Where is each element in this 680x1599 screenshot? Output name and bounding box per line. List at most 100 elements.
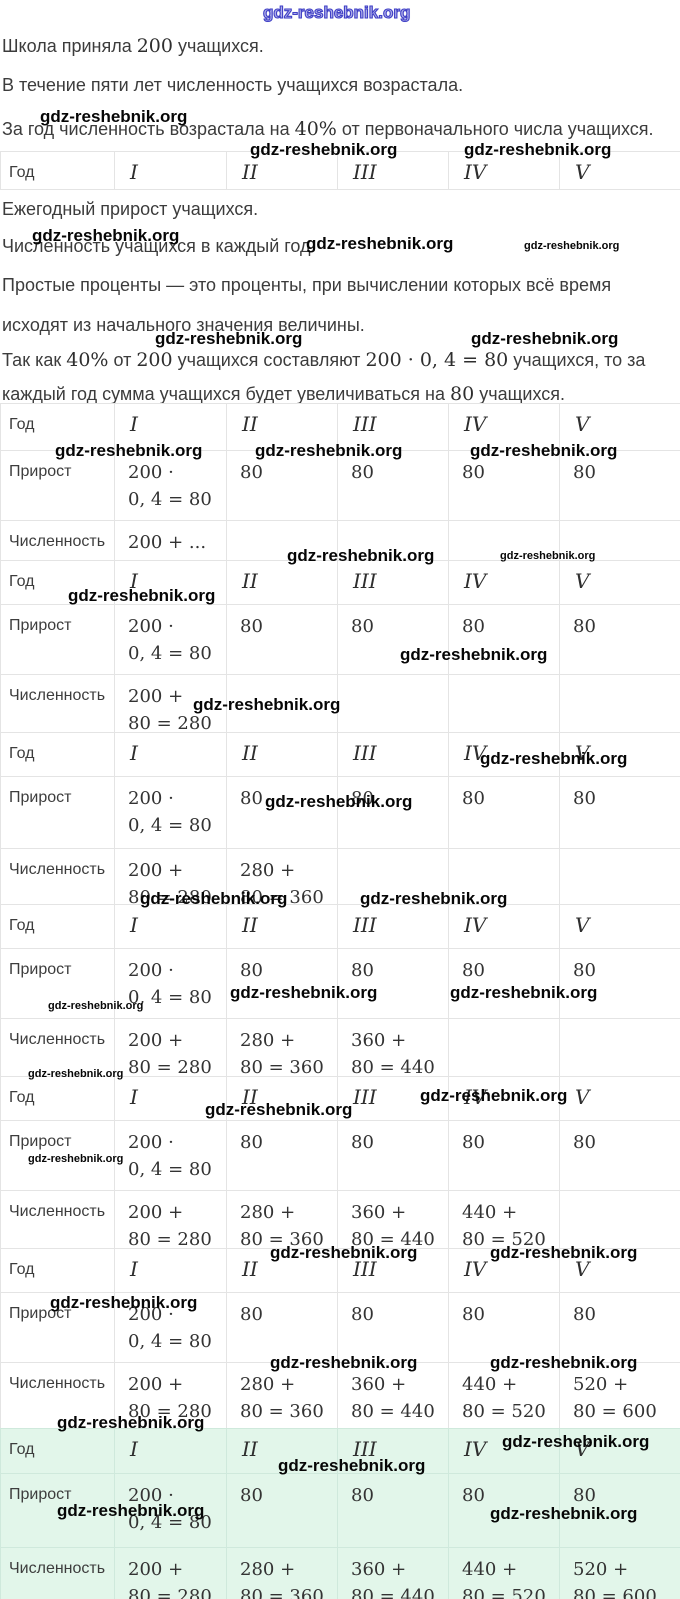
table-cell: [559, 848, 680, 912]
table-cell: 200 · 0, 4 = 80: [114, 1292, 227, 1363]
body-text: учащихся составляют: [172, 350, 366, 370]
body-text: каждый год сумма учащихся будет увеличив…: [2, 384, 451, 404]
site-watermark: gdz-reshebnik.org: [193, 695, 341, 714]
table-cell: I: [114, 1428, 227, 1474]
table-cell: III: [337, 560, 449, 605]
site-watermark: gdz-reshebnik.org: [48, 1000, 144, 1012]
table-cell: II: [226, 403, 338, 451]
table-cell: [559, 1018, 680, 1082]
site-watermark-logo: gdz-reshebnik.org: [262, 2, 411, 22]
site-watermark: gdz-reshebnik.org: [464, 140, 612, 159]
site-watermark: gdz-reshebnik.org: [500, 550, 596, 562]
table-cell: III: [337, 1076, 449, 1121]
table-cell: 80: [448, 604, 560, 675]
table-cell: V: [559, 732, 680, 777]
math-text: 200: [136, 35, 173, 57]
table-cell: III: [337, 403, 449, 451]
table-cell: IV: [448, 1428, 560, 1474]
table-cell: I: [114, 1076, 227, 1121]
site-watermark: gdz-reshebnik.org: [155, 329, 303, 348]
body-text: Ежегодный прирост учащихся.: [2, 199, 259, 219]
body-text: учащихся, то за: [508, 350, 646, 370]
table-cell: 80: [226, 776, 338, 849]
table-row: Год I II III IV V: [0, 1248, 680, 1293]
paragraph-line: исходят из начального значения величины.: [2, 315, 365, 336]
table-cell: I: [114, 560, 227, 605]
body-text: от первоначального числа учащихся.: [336, 119, 654, 139]
table-row: Прирост 200 · 0, 4 = 80 80 80 80 80: [0, 604, 680, 675]
calc-table-final: Год I II III IV V Прирост 200 · 0, 4 = 80 80 80 80 8…: [0, 1428, 680, 1599]
table-cell: II: [226, 1248, 338, 1293]
site-watermark: gdz-reshebnik.org: [287, 546, 435, 565]
site-watermark: gdz-reshebnik.org: [470, 441, 618, 460]
table-cell: 200 +80 = 280: [114, 1362, 227, 1429]
row-label: Год: [0, 732, 115, 777]
body-text: За год численность возрастала на: [2, 119, 295, 139]
body-text: от: [108, 350, 137, 370]
row-label: Год: [0, 1428, 115, 1474]
table-cell: 80: [559, 776, 680, 849]
table-row: Численность 200 +80 = 280 280 +80 = 360: [0, 848, 680, 912]
table-cell: V: [559, 560, 680, 605]
math-text: 200 · 0, 4 = 80: [365, 349, 509, 371]
site-watermark: gdz-reshebnik.org: [450, 983, 598, 1002]
table-cell: 200 · 0, 4 = 80: [114, 1120, 227, 1191]
table-cell: 440 +80 = 520: [448, 1362, 560, 1429]
site-watermark: gdz-reshebnik.org: [28, 1068, 124, 1080]
site-watermark: gdz-reshebnik.org: [471, 329, 619, 348]
table-cell: IV: [448, 1076, 560, 1121]
table-cell: I: [114, 1248, 227, 1293]
table-cell: V: [559, 1076, 680, 1121]
table-cell: 200 · 0, 4 = 80: [114, 604, 227, 675]
table-cell: III: [337, 904, 449, 949]
table-cell: [448, 674, 560, 738]
table-cell: [559, 1190, 680, 1254]
site-watermark: gdz-reshebnik.org: [205, 1100, 353, 1119]
table-cell: 280 +80 = 360: [226, 1190, 338, 1254]
table-cell: [448, 1018, 560, 1082]
row-label: Год: [0, 560, 115, 605]
table-cell: 80: [448, 450, 560, 521]
table-row: Прирост 200 · 0, 4 = 80 80 80 80 80: [0, 948, 680, 1019]
body-text: В течение пяти лет численность учащихся …: [2, 75, 464, 95]
row-label: Прирост: [0, 1292, 115, 1363]
table-cell: 200 + ...: [114, 520, 227, 561]
table-cell: 80: [226, 450, 338, 521]
site-watermark: gdz-reshebnik.org: [265, 792, 413, 811]
table-cell: 80: [559, 1473, 680, 1548]
table-cell: 80: [337, 1120, 449, 1191]
table-cell: 280 +80 = 360: [226, 1018, 338, 1082]
row-label: Численность: [0, 674, 115, 738]
table-cell: III: [337, 1248, 449, 1293]
table-cell: II: [226, 1076, 338, 1121]
row-label: Год: [0, 904, 115, 949]
site-watermark: gdz-reshebnik.org: [32, 226, 180, 245]
table-cell: 360 +80 = 440: [337, 1190, 449, 1254]
table-cell: IV: [448, 732, 560, 777]
table-row: Год I II III IV V: [0, 1428, 680, 1474]
table-cell: 80: [337, 776, 449, 849]
row-label: Год: [0, 151, 115, 190]
table-cell: I: [114, 151, 227, 190]
body-text: Школа приняла: [2, 36, 137, 56]
table-cell: 200 · 0, 4 = 80: [114, 1473, 227, 1548]
table-cell: 200 +80 = 280: [114, 1018, 227, 1082]
table-row: Прирост 200 · 0, 4 = 80 80 80 80 80: [0, 1120, 680, 1191]
table-cell: III: [337, 732, 449, 777]
table-cell: 80: [226, 948, 338, 1019]
table-row: Численность 200 +80 = 280 280 +80 = 360 360…: [0, 1190, 680, 1254]
row-label: Численность: [0, 848, 115, 912]
site-watermark: gdz-reshebnik.org: [502, 1432, 650, 1451]
table-cell: 520 +80 = 600: [559, 1362, 680, 1429]
site-watermark: gdz-reshebnik.org: [270, 1243, 418, 1262]
paragraph-line: Так как 40% от 200 учащихся составляют 2…: [2, 349, 645, 371]
site-watermark: gdz-reshebnik.org: [420, 1086, 568, 1105]
math-text: 80: [450, 383, 475, 405]
row-label: Прирост: [0, 776, 115, 849]
site-watermark: gdz-reshebnik.org: [360, 889, 508, 908]
site-watermark: gdz-reshebnik.org: [40, 107, 188, 126]
calc-table-4: Год I II III IV V Прирост 200 · 0, 4 = 80 80 80 80 8…: [0, 904, 680, 1082]
table-row: Прирост 200 · 0, 4 = 80 80 80 80 80: [0, 1473, 680, 1548]
table-cell: 200 +80 = 280: [114, 1190, 227, 1254]
table-row: Численность 200 +80 = 280 280 +80 = 360 360…: [0, 1547, 680, 1599]
